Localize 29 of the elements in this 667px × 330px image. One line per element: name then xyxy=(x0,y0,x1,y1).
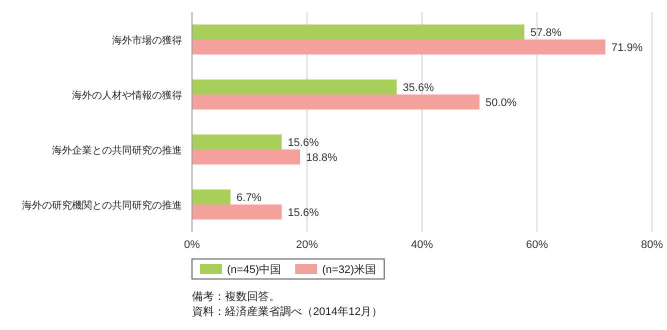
x-tick-label: 20% xyxy=(296,239,318,251)
x-tick-label: 0% xyxy=(184,239,200,251)
bar xyxy=(192,24,524,40)
data-label: 50.0% xyxy=(486,97,517,109)
y-tick-label: 海外市場の獲得 xyxy=(112,34,182,46)
bar xyxy=(192,134,282,150)
bar xyxy=(192,94,480,110)
data-label: 57.8% xyxy=(530,27,562,39)
data-label: 15.6% xyxy=(288,137,320,149)
text: 備考：複数回答。 xyxy=(192,290,280,303)
x-tick-label: 60% xyxy=(526,239,548,251)
data-label: 35.6% xyxy=(402,82,434,94)
text: 資料：経済産業省調べ（2014年12月） xyxy=(192,305,383,318)
bar xyxy=(192,150,300,164)
y-tick-label: 海外の人材や情報の獲得 xyxy=(72,90,182,102)
data-label: 15.6% xyxy=(288,207,320,219)
data-label: 18.8% xyxy=(306,152,338,164)
y-tick-label: 海外の研究機関との共同研究の推進 xyxy=(22,200,182,212)
bar xyxy=(192,204,282,220)
legend-label: (n=45)中国 xyxy=(227,263,282,276)
y-tick-label: 海外企業との共同研究の推進 xyxy=(52,144,182,156)
x-tick-label: 80% xyxy=(640,239,664,251)
bar xyxy=(192,190,231,204)
x-tick-label: 40% xyxy=(410,239,434,251)
data-label: 71.9% xyxy=(611,42,643,54)
bar xyxy=(192,80,397,94)
data-label: 6.7% xyxy=(236,192,262,204)
bar xyxy=(192,40,606,54)
legend-label: (n=32)米国 xyxy=(322,263,376,276)
